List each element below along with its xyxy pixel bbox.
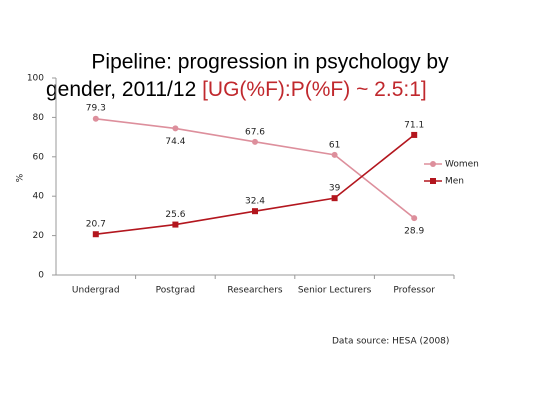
value-label: 79.3 xyxy=(86,103,106,113)
title-part: gender, 2011/12 xyxy=(46,78,202,101)
y-tick-label: 80 xyxy=(33,113,45,123)
line xyxy=(95,134,415,236)
marker xyxy=(331,195,338,202)
legend-marker xyxy=(430,178,436,184)
marker xyxy=(92,115,99,122)
x-tick-label: Senior Lecturers xyxy=(298,286,372,296)
value-label: 71.1 xyxy=(404,120,424,130)
y-tick-label: 20 xyxy=(33,231,45,241)
x-tick-label: Professor xyxy=(393,286,435,296)
title-highlight: [UG(%F):P(%F) ~ 2.5:1] xyxy=(202,78,427,101)
source-note: Data source: HESA (2008) xyxy=(332,337,449,347)
y-tick-label: 100 xyxy=(27,74,44,84)
y-axis-label: % xyxy=(16,173,26,182)
x-tick-label: Undergrad xyxy=(72,286,120,296)
value-label: 74.4 xyxy=(165,137,185,147)
marker xyxy=(411,131,418,138)
marker xyxy=(172,125,179,132)
x-tick-label: Researchers xyxy=(227,286,283,296)
chart-title-line2: gender, 2011/12 [UG(%F):P(%F) ~ 2.5:1] xyxy=(46,78,427,101)
y-tick-label: 40 xyxy=(33,192,45,202)
value-label: 25.6 xyxy=(165,210,185,220)
value-label: 39 xyxy=(329,184,341,194)
x-tick-label: Postgrad xyxy=(156,286,195,296)
value-label: 20.7 xyxy=(86,220,106,230)
value-label: 61 xyxy=(329,140,340,150)
value-label: 28.9 xyxy=(404,227,424,237)
marker xyxy=(172,221,179,228)
marker xyxy=(92,231,99,238)
marker xyxy=(252,138,258,145)
value-label: 32.4 xyxy=(245,197,265,207)
y-tick-label: 0 xyxy=(38,271,44,281)
chart-title: Pipeline: progression in psychology by xyxy=(91,51,449,74)
marker xyxy=(331,151,338,158)
legend-marker xyxy=(430,161,436,167)
legend-label: Men xyxy=(445,177,464,187)
marker xyxy=(252,208,258,215)
marker xyxy=(411,215,418,222)
value-label: 67.6 xyxy=(245,127,265,137)
legend-label: Women xyxy=(445,160,479,170)
y-tick-label: 60 xyxy=(33,152,45,162)
